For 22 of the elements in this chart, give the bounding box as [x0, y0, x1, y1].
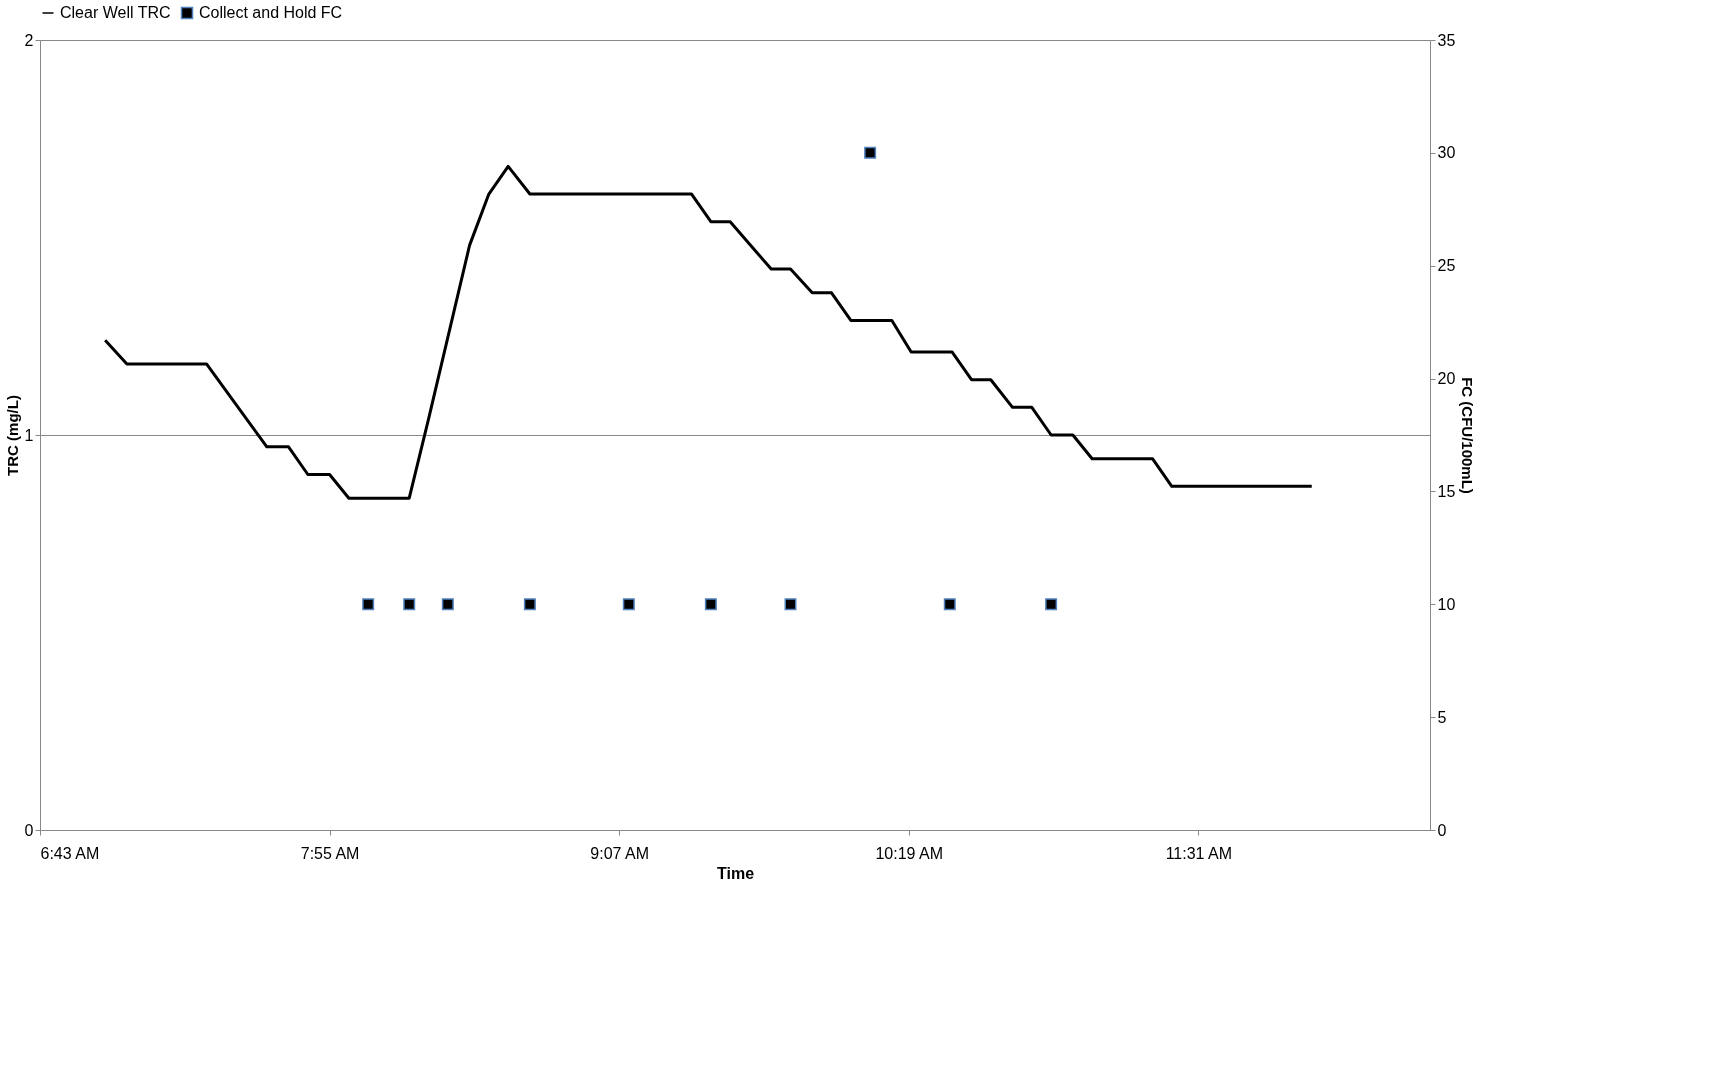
x-tick-label: 7:55 AM [300, 844, 360, 862]
x-tick-label: 10:19 AM [875, 844, 944, 862]
y2-tick-label: 15 [1437, 482, 1456, 500]
legend-label: Clear Well TRC [60, 4, 171, 21]
x-tick-label: 6:43 AM [40, 844, 100, 862]
y2-tick-label: 25 [1437, 257, 1456, 275]
y2-tick-label: 5 [1437, 708, 1447, 726]
x-axis-title: Time [716, 864, 755, 882]
line-series [103, 164, 1314, 500]
y2-tick-label: 10 [1437, 595, 1456, 613]
y-axis-title: TRC (mg/L) [3, 395, 21, 476]
y2-tick-label: 35 [1437, 31, 1456, 49]
x-tick-label: 11:31 AM [1165, 844, 1233, 862]
x-tick-label: 9:07 AM [590, 844, 650, 862]
y-tick-label: 1 [24, 426, 34, 444]
legend-label: Collect and Hold FC [199, 4, 343, 21]
y2-axis-title: FC (CFU/100mL) [1459, 377, 1477, 494]
y-tick-label: 0 [24, 821, 34, 839]
y2-tick-label: 0 [1437, 821, 1447, 839]
y2-tick-label: 20 [1437, 370, 1456, 388]
y-tick-label: 2 [24, 31, 34, 49]
y2-tick-label: 30 [1437, 144, 1456, 162]
